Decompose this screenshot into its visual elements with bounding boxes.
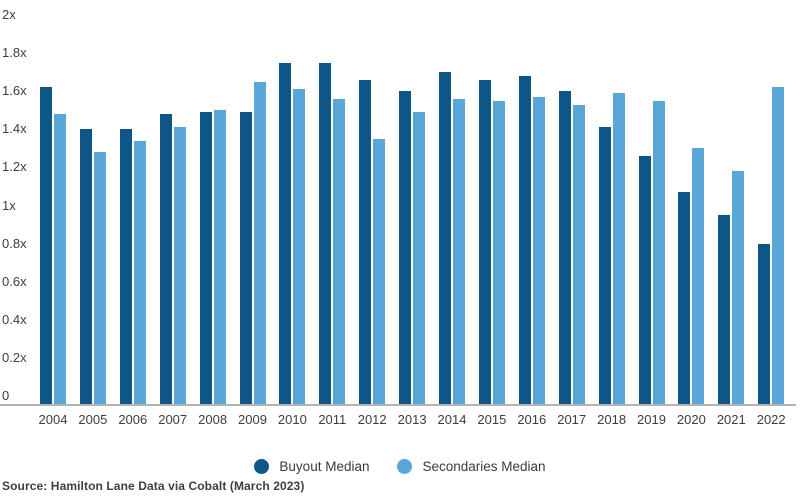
bar-secondaries-2021[interactable]	[732, 171, 745, 404]
bar-group-2005	[79, 129, 106, 404]
x-axis-tick-label: 2018	[597, 412, 627, 427]
x-axis-tick-label: 2016	[517, 412, 547, 427]
bar-group-2018	[598, 93, 625, 404]
bar-buyout-2019[interactable]	[638, 156, 651, 404]
x-axis-tick-label: 2007	[158, 412, 188, 427]
y-axis-tick-label: 0.4x	[2, 311, 27, 327]
source-note: Source: Hamilton Lane Data via Cobalt (M…	[2, 479, 305, 493]
legend-item-secondaries[interactable]: Secondaries Median	[397, 458, 546, 474]
bar-group-2008	[199, 110, 226, 404]
bar-buyout-2022[interactable]	[758, 243, 771, 404]
bar-secondaries-2011[interactable]	[333, 98, 346, 404]
bar-group-2014	[439, 72, 465, 404]
bar-buyout-2007[interactable]	[159, 114, 172, 404]
y-axis-tick-label: 0	[2, 388, 10, 403]
buyout-legend-dot-icon	[254, 458, 270, 474]
y-axis-tick-label: 0.2x	[2, 349, 27, 365]
bar-group-2022	[758, 87, 785, 404]
bar-group-2020	[678, 148, 705, 404]
bar-buyout-2009[interactable]	[239, 112, 252, 404]
legend: Buyout Median Secondaries Median	[0, 452, 800, 480]
bar-buyout-2004[interactable]	[40, 87, 52, 404]
bar-buyout-2006[interactable]	[119, 129, 132, 404]
bar-buyout-2020[interactable]	[678, 192, 691, 404]
bar-group-2012	[359, 79, 386, 404]
x-axis-tick-label: 2015	[477, 412, 507, 427]
x-axis-tick-label: 2014	[437, 412, 467, 427]
bar-buyout-2014[interactable]	[439, 72, 451, 404]
bar-buyout-2018[interactable]	[598, 127, 611, 404]
x-axis-tick-label: 2019	[637, 412, 666, 427]
bar-buyout-2008[interactable]	[199, 112, 212, 404]
y-axis-tick-label: 1.8x	[2, 45, 27, 61]
bar-group-2006	[119, 129, 146, 404]
bar-group-2009	[239, 81, 266, 404]
bar-buyout-2005[interactable]	[79, 129, 92, 404]
y-axis-tick-label: 0.6x	[2, 273, 27, 289]
x-axis-tick-label: 2021	[716, 412, 746, 427]
bar-group-2019	[638, 100, 665, 404]
y-axis-tick-label: 2x	[2, 7, 16, 22]
bar-secondaries-2007[interactable]	[173, 127, 186, 404]
bar-secondaries-2010[interactable]	[293, 89, 306, 404]
x-axis-tick-label: 2008	[198, 412, 228, 427]
x-axis-tick-label: 2022	[756, 412, 786, 427]
bar-buyout-2010[interactable]	[279, 62, 292, 404]
bar-group-2013	[399, 91, 426, 404]
x-axis-tick-label: 2005	[78, 412, 108, 427]
x-axis-tick-label: 2010	[277, 412, 307, 427]
x-axis-tick-label: 2020	[676, 412, 706, 427]
bar-secondaries-2017[interactable]	[572, 104, 585, 404]
x-axis-line	[0, 404, 796, 406]
y-axis-tick-label: 1.2x	[2, 159, 27, 175]
bar-buyout-2021[interactable]	[718, 215, 731, 404]
bar-secondaries-2009[interactable]	[253, 81, 266, 404]
bar-group-2017	[558, 91, 585, 404]
legend-item-buyout[interactable]: Buyout Median	[254, 458, 370, 474]
bar-secondaries-2013[interactable]	[413, 112, 426, 404]
secondaries-legend-dot-icon	[397, 458, 413, 474]
x-axis-tick-label: 2004	[38, 412, 68, 427]
bar-group-2007	[159, 114, 186, 404]
x-axis-tick-label: 2011	[318, 412, 347, 427]
bar-secondaries-2014[interactable]	[453, 98, 465, 404]
bar-group-2004	[40, 87, 66, 404]
bar-secondaries-2016[interactable]	[532, 96, 545, 404]
bar-buyout-2013[interactable]	[399, 91, 412, 404]
legend-label-secondaries: Secondaries Median	[422, 458, 546, 474]
bar-group-2015	[478, 79, 505, 404]
bar-secondaries-2006[interactable]	[133, 140, 146, 404]
x-axis-tick-label: 2006	[118, 412, 148, 427]
bar-buyout-2016[interactable]	[518, 76, 531, 404]
bar-buyout-2011[interactable]	[319, 62, 332, 404]
bar-secondaries-2018[interactable]	[612, 93, 625, 404]
bar-group-2010	[279, 62, 306, 404]
plot-area: 2x 1.8x 1.6x 1.4x 1.2x 1x 0.8x 0.6x 0.4x 0.2x 0 200…	[0, 7, 796, 427]
bar-group-2011	[319, 62, 346, 404]
y-axis-tick-label: 1.6x	[2, 83, 27, 99]
y-axis-tick-label: 1x	[2, 197, 16, 213]
bar-group-2021	[718, 171, 745, 404]
bar-buyout-2015[interactable]	[478, 79, 491, 404]
bar-secondaries-2019[interactable]	[652, 100, 665, 404]
bar-secondaries-2020[interactable]	[692, 148, 705, 404]
bar-secondaries-2004[interactable]	[54, 114, 66, 404]
x-axis-tick-label: 2017	[557, 412, 587, 427]
bar-secondaries-2005[interactable]	[93, 152, 106, 404]
bar-group-2016	[518, 76, 545, 404]
x-axis-tick-label: 2013	[397, 412, 427, 427]
y-axis-tick-label: 1.4x	[2, 121, 27, 137]
bar-buyout-2012[interactable]	[359, 79, 372, 404]
bar-secondaries-2015[interactable]	[492, 100, 505, 404]
x-axis-tick-label: 2009	[238, 412, 267, 427]
x-axis-tick-label: 2012	[357, 412, 387, 427]
bar-buyout-2017[interactable]	[558, 91, 571, 404]
y-axis-tick-label: 0.8x	[2, 235, 27, 251]
bar-secondaries-2022[interactable]	[772, 87, 785, 404]
legend-label-buyout: Buyout Median	[279, 458, 370, 474]
bar-secondaries-2008[interactable]	[213, 110, 226, 404]
bar-secondaries-2012[interactable]	[373, 138, 386, 404]
